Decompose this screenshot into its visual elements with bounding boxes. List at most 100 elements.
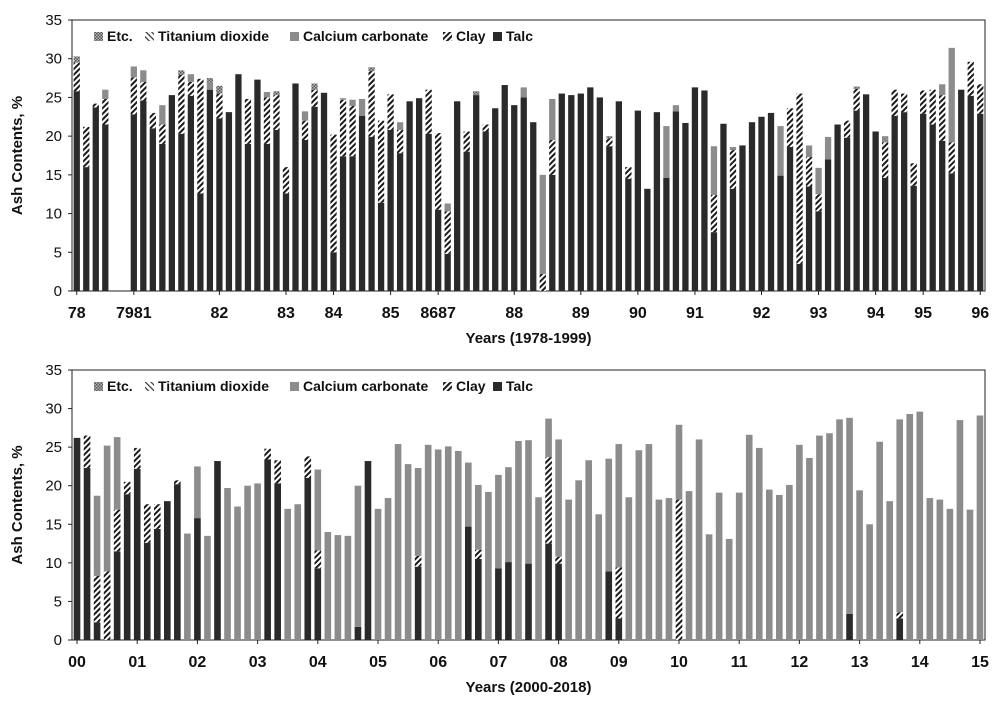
bar-segment-talc (520, 97, 527, 291)
x-tick-label: 8687 (420, 305, 456, 322)
bar-segment-calcium-carbonate (206, 81, 214, 90)
bar-stack (123, 481, 131, 640)
bar-stack (424, 444, 432, 640)
bar-segment-calcium-carbonate (896, 419, 904, 613)
bar-segment-clay (444, 211, 451, 254)
bar-segment-talc (358, 116, 366, 291)
bar-segment-etc (853, 86, 860, 89)
bar-stack (463, 131, 470, 291)
bar-segment-calcium-carbonate (102, 89, 109, 99)
bar-stack (665, 498, 673, 640)
bar-segment-talc (625, 178, 632, 291)
bar-segment-talc (729, 188, 737, 291)
bar-segment-calcium-carbonate (836, 419, 843, 640)
bar-stack (103, 445, 111, 640)
x-tick-label: 03 (249, 654, 267, 671)
x-tick-label: 89 (572, 305, 590, 322)
bar-segment-talc (444, 253, 451, 291)
bar-stack (806, 457, 813, 640)
x-tick-label: 04 (309, 654, 327, 671)
x-tick-label: 09 (610, 654, 628, 671)
bar-segment-calcium-carbonate (324, 532, 332, 640)
bar-segment-calcium-carbonate (956, 420, 964, 640)
legend: Etc. Titanium dioxide Calcium carbonate Cla… (80, 26, 550, 48)
bar-segment-calcium-carbonate (130, 66, 137, 78)
x-tick-label: 95 (914, 305, 932, 322)
bar-segment-calcium-carbonate (776, 494, 783, 640)
bar-segment-calcium-carbonate (735, 492, 743, 640)
bar-stack (735, 492, 743, 640)
bar-segment-calcium-carbonate (434, 449, 442, 640)
bar-segment-calcium-carbonate (565, 499, 572, 640)
bar-stack (197, 78, 204, 291)
bar-segment-talc (834, 124, 841, 292)
bar-segment-calcium-carbonate (805, 145, 813, 158)
bar-stack (725, 538, 733, 640)
bar-segment-clay (435, 133, 442, 210)
bar-stack (910, 163, 917, 291)
bar-stack (568, 95, 575, 291)
bar-segment-talc (133, 468, 141, 640)
bar-stack (846, 417, 853, 640)
x-tick-label: 13 (851, 654, 869, 671)
bar-segment-clay (710, 194, 718, 233)
bar-segment-talc (511, 105, 518, 292)
bar-segment-calcium-carbonate (675, 424, 683, 500)
bar-segment-calcium-carbonate (414, 467, 422, 556)
bar-stack (344, 535, 352, 640)
x-tick-label: 83 (277, 305, 295, 322)
bar-segment-talc (777, 175, 784, 291)
bar-stack (194, 466, 201, 640)
legend-label: Talc (506, 28, 533, 44)
bar-stack (374, 508, 382, 640)
bar-segment-calcium-carbonate (301, 111, 309, 121)
bar-segment-talc (282, 193, 290, 291)
bar-segment-clay (133, 447, 141, 469)
bar-stack (886, 501, 893, 640)
bar-segment-etc (606, 136, 613, 139)
bar-stack (685, 491, 693, 640)
bar-stack (273, 91, 280, 291)
bar-segment-calcium-carbonate (615, 444, 623, 568)
bar-stack (834, 124, 841, 292)
bar-stack (545, 418, 552, 640)
bar-segment-clay (896, 612, 904, 619)
bar-segment-clay (274, 460, 281, 484)
y-tick-label: 25 (45, 439, 62, 456)
bar-segment-clay (123, 481, 131, 495)
bar-segment-calcium-carbonate (384, 498, 392, 640)
bar-segment-calcium-carbonate (946, 508, 954, 640)
bar-stack (805, 145, 813, 291)
x-tick-label: 94 (867, 305, 885, 322)
bar-stack (263, 92, 271, 291)
bar-stack (906, 413, 914, 640)
bar-segment-calcium-carbonate (710, 146, 718, 195)
bar-stack (682, 122, 689, 291)
bar-segment-talc (73, 91, 80, 291)
bar-stack (159, 105, 166, 291)
bar-segment-clay (482, 124, 489, 132)
bar-segment-calcium-carbonate (939, 84, 946, 96)
x-tick-label: 96 (971, 305, 989, 322)
x-tick-label: 06 (429, 654, 447, 671)
bar-stack (605, 458, 613, 640)
bar-segment-talc (368, 136, 375, 291)
bar-stack (224, 488, 231, 640)
bar-segment-clay (414, 555, 422, 567)
bar-segment-clay (615, 567, 623, 619)
bar-segment-talc (168, 95, 175, 291)
bar-stack (153, 504, 161, 640)
legend-swatch-titanium-dioxide (145, 32, 154, 41)
bar-segment-calcium-carbonate (520, 87, 527, 98)
bar-segment-calcium-carbonate (294, 504, 302, 640)
bar-stack (786, 108, 794, 291)
bar-stack (796, 444, 803, 640)
bar-stack (815, 167, 822, 291)
legend-swatch-calcium-carbonate (290, 32, 299, 41)
bar-stack (739, 145, 746, 291)
bar-stack (216, 85, 223, 291)
bar-segment-clay (545, 457, 552, 544)
bar-stack (939, 84, 946, 291)
x-tick-label: 92 (753, 305, 771, 322)
